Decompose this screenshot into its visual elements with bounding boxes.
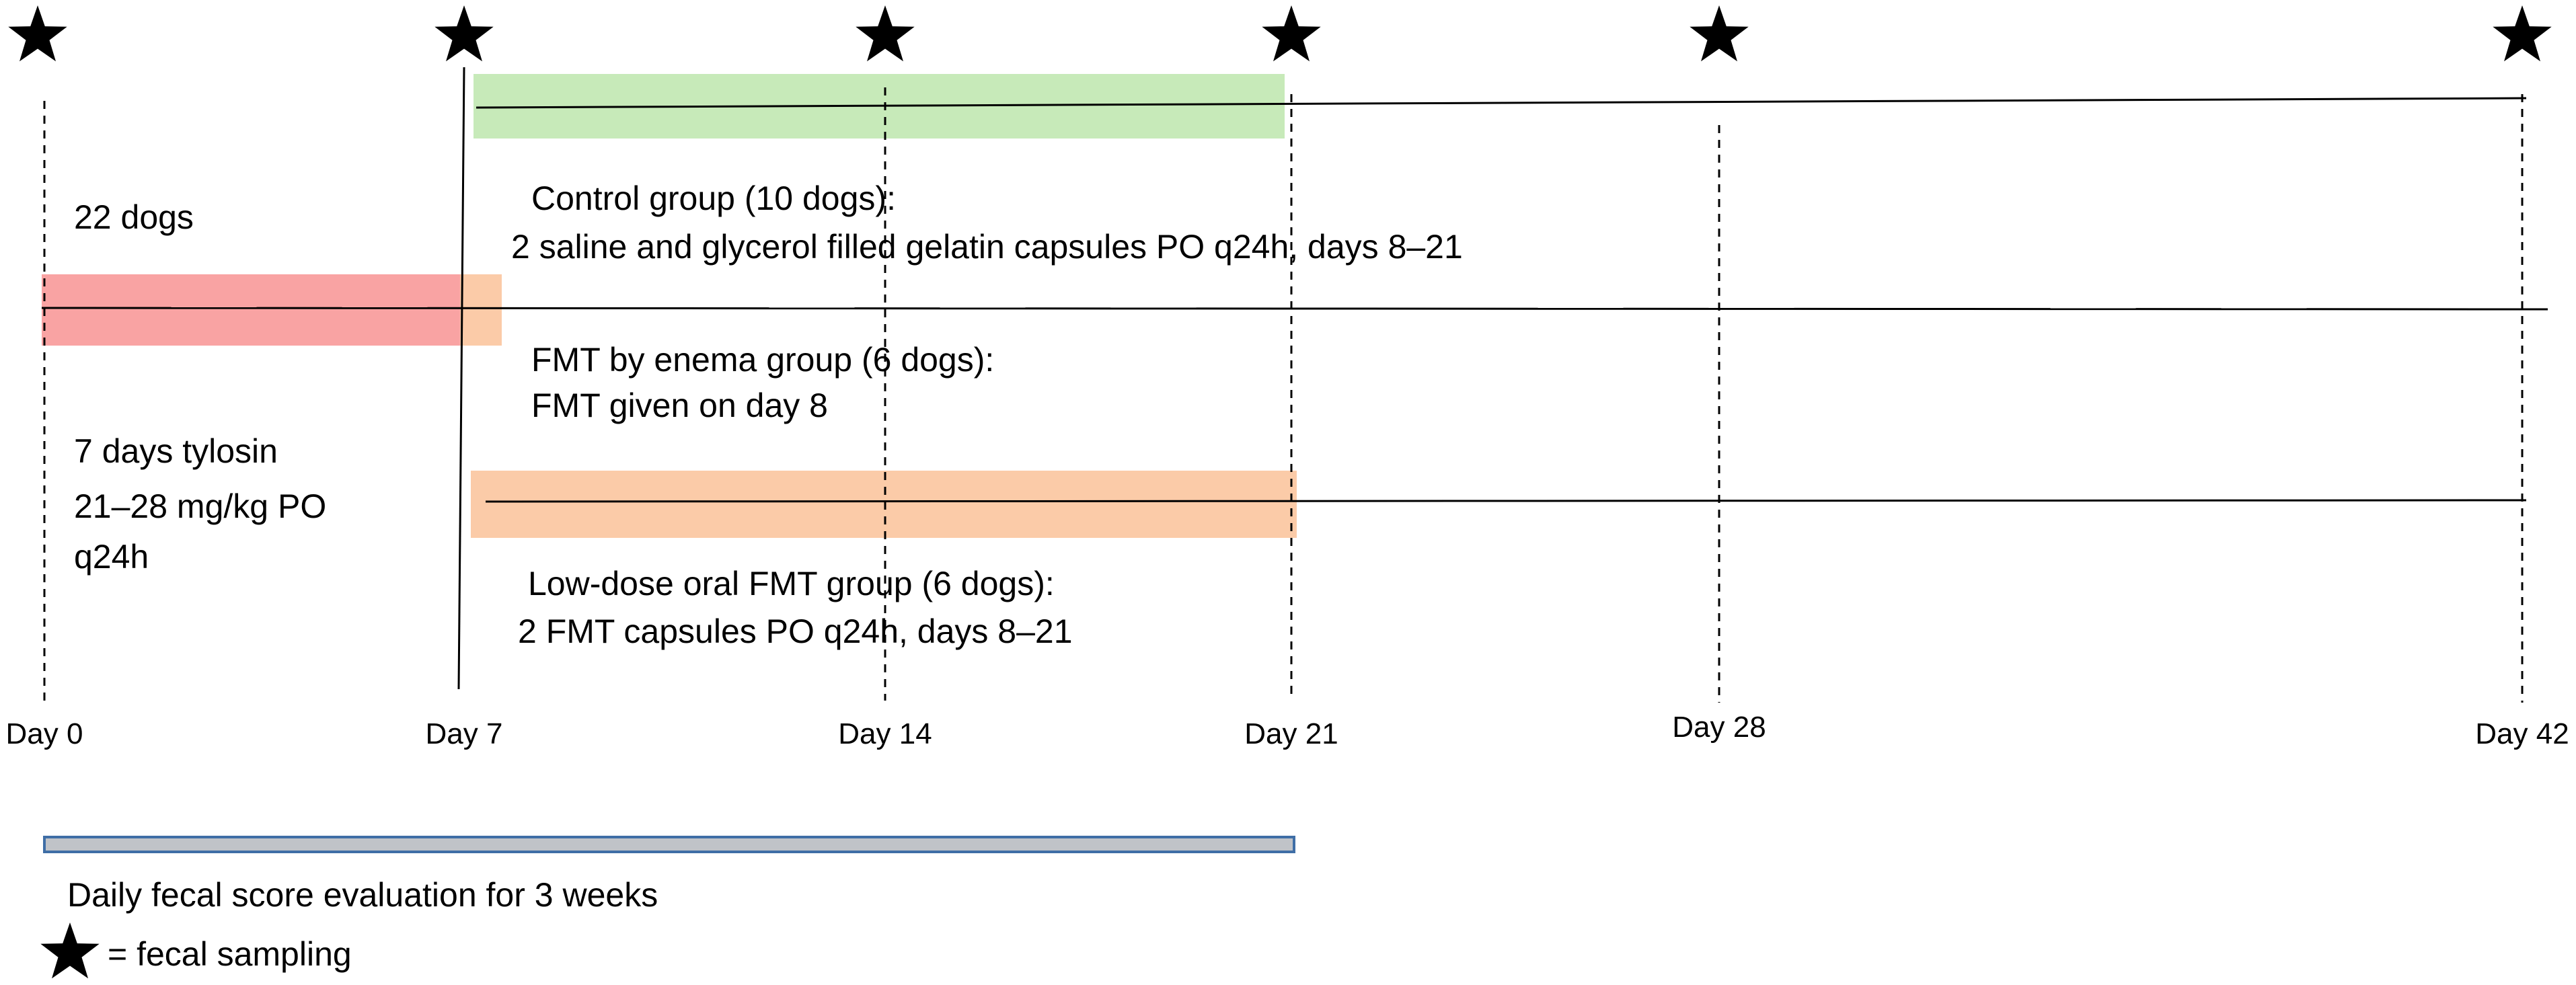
day-0-sampling-star-icon bbox=[8, 5, 67, 62]
day-7-divider-line bbox=[457, 67, 465, 690]
day-guide-lines bbox=[43, 87, 2524, 703]
oral-fmt-group-label-line-2: 2 FMT capsules PO q24h, days 8–21 bbox=[518, 613, 1073, 650]
day-axis-labels: Day 0 Day 7 Day 14 Day 21 Day 28 Day 42 bbox=[6, 711, 2569, 750]
fecal-sampling-star-icon bbox=[40, 922, 100, 979]
day-21-sampling-star-icon bbox=[1262, 5, 1321, 62]
enema-group-label: FMT by enema group (6 dogs): FMT given o… bbox=[531, 341, 1003, 424]
tylosin-label: 7 days tylosin 21–28 mg/kg PO q24h bbox=[74, 432, 336, 576]
control-group-label-line-1: Control group (10 dogs): bbox=[531, 180, 896, 217]
oral-fmt-timeline-line bbox=[485, 499, 2527, 503]
tylosin-label-line-2: 21–28 mg/kg PO bbox=[74, 487, 326, 525]
oral-fmt-group-label-line-1: Low-dose oral FMT group (6 dogs): bbox=[528, 565, 1055, 602]
day-14-sampling-star-icon bbox=[856, 5, 915, 62]
day-7-sampling-star-icon bbox=[434, 5, 494, 62]
enema-group-label-line-1: FMT by enema group (6 dogs): bbox=[531, 341, 994, 379]
fecal-score-evaluation-bar bbox=[43, 836, 1295, 853]
control-group-label-line-2: 2 saline and glycerol filled gelatin cap… bbox=[511, 228, 1463, 266]
oral-fmt-group-label: Low-dose oral FMT group (6 dogs): 2 FMT … bbox=[518, 565, 1073, 650]
tylosin-treatment-band bbox=[42, 274, 460, 346]
start-dogs-label: 22 dogs bbox=[74, 198, 194, 236]
tylosin-label-line-3: q24h bbox=[74, 538, 149, 576]
day-0-label: Day 0 bbox=[6, 717, 83, 750]
enema-group-label-line-2: FMT given on day 8 bbox=[531, 387, 828, 424]
main-timeline-line bbox=[41, 307, 2548, 311]
fecal-sampling-stars bbox=[8, 5, 2552, 62]
fecal-sampling-legend-label: = fecal sampling bbox=[108, 935, 352, 973]
fmt-enema-band bbox=[460, 274, 502, 346]
day-14-label: Day 14 bbox=[838, 717, 932, 750]
day-21-label: Day 21 bbox=[1244, 717, 1338, 750]
day-28-sampling-star-icon bbox=[1690, 5, 1749, 62]
control-timeline-line bbox=[476, 97, 2527, 109]
control-group-label: Control group (10 dogs): 2 saline and gl… bbox=[511, 180, 1463, 266]
day-42-label: Day 42 bbox=[2475, 717, 2569, 750]
day-42-sampling-star-icon bbox=[2493, 5, 2552, 62]
tylosin-label-line-1: 7 days tylosin bbox=[74, 432, 278, 470]
fecal-score-evaluation-label: Daily fecal score evaluation for 3 weeks bbox=[67, 876, 658, 914]
day-28-label: Day 28 bbox=[1672, 711, 1766, 744]
oral-fmt-group-band bbox=[471, 471, 1297, 538]
day-7-label: Day 7 bbox=[426, 717, 503, 750]
